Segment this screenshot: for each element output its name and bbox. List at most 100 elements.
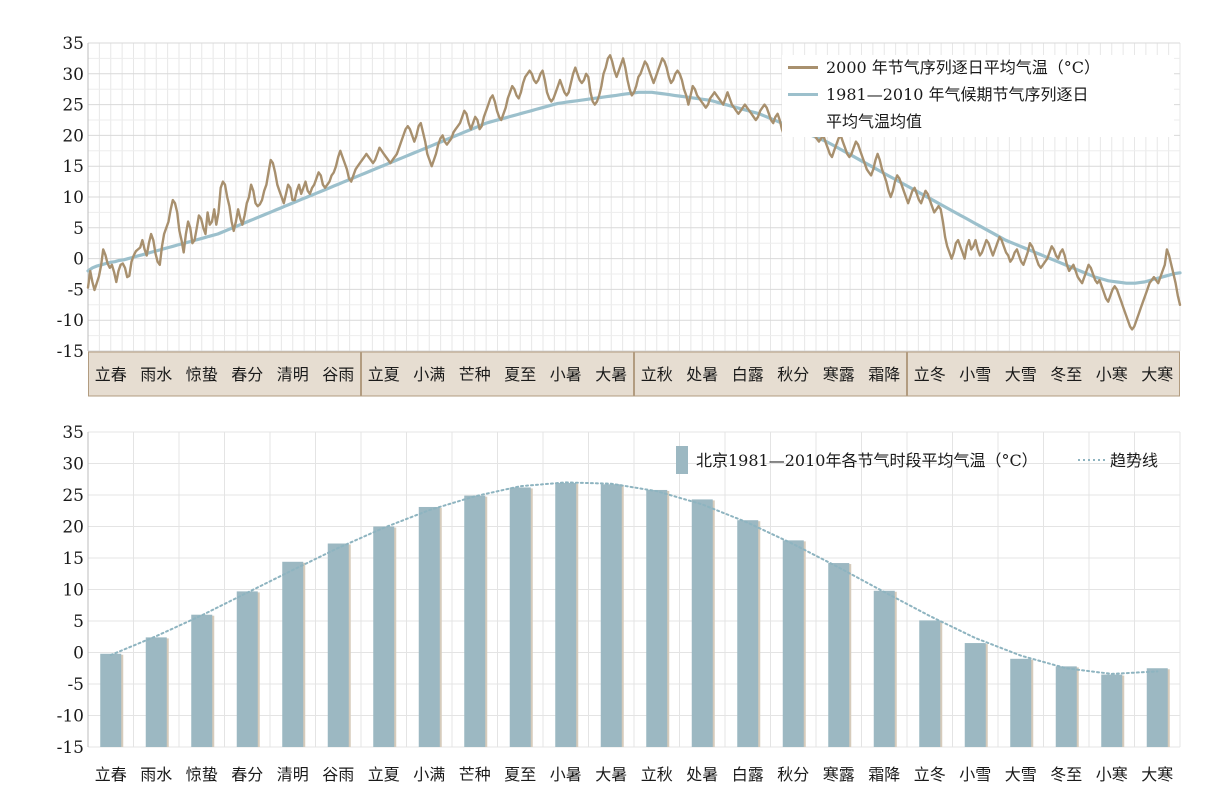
x-tick-label: 白露	[732, 765, 764, 784]
y-tick-label: 5	[73, 219, 84, 239]
term-label: 小暑	[550, 365, 582, 384]
y-tick-label: -5	[67, 280, 84, 300]
y-tick-label: -15	[57, 342, 84, 362]
y-tick-label: 15	[62, 549, 84, 569]
y-tick-label: -15	[57, 738, 84, 758]
bar	[828, 563, 850, 747]
y-tick-label: 20	[62, 518, 84, 538]
term-label: 立秋	[641, 365, 673, 384]
legend: 2000 年节气序列逐日平均气温（°C） 1981—2010 年气候期节气序列逐…	[782, 55, 1174, 137]
term-group-box	[361, 351, 634, 397]
x-tick-label: 小暑	[550, 765, 582, 784]
bar	[145, 637, 167, 747]
y-tick-label: 10	[62, 581, 84, 601]
x-tick-label: 谷雨	[322, 765, 354, 784]
term-group-box	[88, 351, 361, 397]
y-tick-label: 30	[62, 455, 84, 475]
term-label: 谷雨	[322, 365, 354, 384]
trend-line-path	[109, 481, 1159, 675]
legend-swatch-2000	[788, 66, 818, 69]
x-tick-label: 秋分	[777, 765, 809, 784]
y-tick-label: 5	[73, 612, 84, 632]
y-tick-label: -10	[57, 707, 84, 727]
term-label: 冬至	[1050, 365, 1082, 384]
y-tick-label: 20	[62, 126, 84, 146]
x-tick-label: 处暑	[686, 765, 718, 784]
x-tick-label: 惊蛰	[186, 765, 218, 784]
x-axis-labels: 立春 雨水 惊蛰 春分 清明 谷雨 立夏 小满 芒种 夏至 小暑 大暑 立秋 处暑 白露 秋分 寒露 霜降 立冬 小雪…	[95, 765, 1174, 784]
bar	[1010, 658, 1032, 747]
x-tick-label: 立夏	[368, 765, 400, 784]
y-axis-ticks: 35 30 25 20 15 10 5 0 -5 -10 -15	[57, 423, 84, 758]
term-label: 大暑	[595, 365, 627, 384]
x-tick-label: 夏至	[504, 765, 536, 784]
legend-label-bar: 北京1981—2010年各节气时段平均气温（°C）	[696, 451, 1038, 470]
bar	[873, 590, 895, 747]
term-label: 霜降	[868, 365, 900, 384]
legend-swatch-climate	[788, 93, 818, 96]
y-tick-label: 0	[73, 250, 84, 270]
term-group-box	[907, 351, 1180, 397]
bar	[373, 526, 395, 747]
legend: 北京1981—2010年各节气时段平均气温（°C） 趋势线	[676, 446, 1158, 474]
x-tick-label: 春分	[231, 765, 263, 784]
bar	[1101, 674, 1123, 747]
bar	[646, 489, 668, 747]
bar	[1146, 668, 1168, 747]
legend-label-2000: 2000 年节气序列逐日平均气温（°C）	[826, 58, 1100, 77]
x-tick-label: 雨水	[140, 765, 172, 784]
x-tick-label: 霜降	[868, 765, 900, 784]
bar	[282, 561, 304, 747]
x-tick-label: 寒露	[823, 765, 855, 784]
term-label: 白露	[732, 365, 764, 384]
term-label: 寒露	[823, 365, 855, 384]
x-tick-label: 立秋	[641, 765, 673, 784]
y-tick-label: 10	[62, 188, 84, 208]
term-group-box	[634, 351, 907, 397]
term-label: 小寒	[1096, 365, 1128, 384]
x-tick-label: 小寒	[1096, 765, 1128, 784]
term-label: 春分	[231, 365, 263, 384]
bar	[964, 643, 986, 747]
bar	[418, 506, 440, 747]
x-tick-label: 大雪	[1005, 765, 1037, 784]
legend-label-climate: 1981—2010 年气候期节气序列逐日平均气温均值	[826, 85, 1089, 131]
y-tick-label: 30	[62, 65, 84, 85]
x-tick-label: 清明	[277, 765, 309, 784]
term-label: 立春	[95, 365, 127, 384]
solar-term-axis-band: 立春 雨水 惊蛰 春分 清明 谷雨 立夏 小满 芒种 夏至 小暑 大暑 立秋 处暑 白露 秋分 寒露 霜降 立冬 小雪…	[88, 351, 1180, 397]
y-tick-label: 35	[62, 423, 84, 443]
bar	[1055, 666, 1077, 747]
bar	[737, 520, 759, 747]
term-label: 夏至	[504, 365, 536, 384]
x-tick-label: 冬至	[1050, 765, 1082, 784]
y-tick-label: 25	[62, 486, 84, 506]
solar-term-bar-chart: 35 30 25 20 15 10 5 0 -5 -10 -15 立春 雨水 惊蛰 春分 清明 谷雨 立夏 小满芒…	[57, 423, 1181, 784]
y-tick-label: 25	[62, 96, 84, 116]
term-label: 小雪	[959, 365, 991, 384]
x-tick-label: 小雪	[959, 765, 991, 784]
y-tick-label: -10	[57, 311, 84, 331]
term-label: 大雪	[1005, 365, 1037, 384]
term-label: 芒种	[459, 365, 491, 384]
legend-swatch-bar	[676, 446, 688, 474]
x-tick-label: 立春	[95, 765, 127, 784]
term-label: 惊蛰	[186, 365, 218, 384]
term-label: 处暑	[686, 365, 718, 384]
bar	[600, 484, 622, 747]
bar	[100, 653, 122, 747]
term-label: 清明	[277, 365, 309, 384]
bar	[782, 540, 804, 747]
x-tick-label: 芒种	[459, 765, 491, 784]
y-tick-label: 15	[62, 157, 84, 177]
bar	[509, 487, 531, 747]
y-tick-label: 0	[73, 644, 84, 664]
bar	[691, 499, 713, 747]
bar	[236, 591, 258, 747]
term-label: 大寒	[1141, 365, 1173, 384]
term-label: 秋分	[777, 365, 809, 384]
trend-line	[109, 481, 1159, 675]
y-axis-ticks: 35 30 25 20 15 10 5 0 -5 -10 -15	[57, 34, 84, 362]
bar	[555, 483, 577, 747]
